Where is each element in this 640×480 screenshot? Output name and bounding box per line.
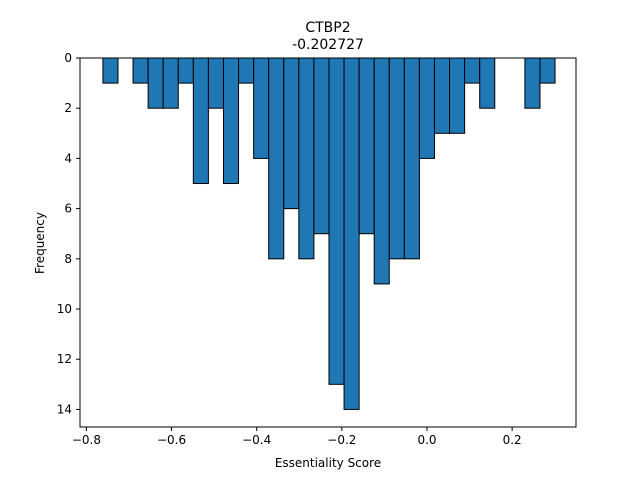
histogram-bar: [207, 57, 224, 109]
histogram-bar: [433, 57, 451, 134]
x-tick-label: 0.0: [417, 433, 436, 447]
histogram-bar: [102, 57, 119, 84]
histogram-bar: [298, 57, 315, 260]
histogram-bar: [222, 57, 240, 185]
y-tick-label: 12: [57, 352, 72, 366]
histogram-bar: [162, 57, 179, 109]
y-axis-label: Frequency: [33, 212, 47, 274]
histogram-bar: [132, 57, 149, 84]
plot-frame: [79, 57, 577, 428]
histogram-bar: [373, 57, 390, 285]
y-tick-label: 14: [57, 402, 72, 416]
histogram-bar: [403, 57, 420, 260]
y-tick-label: 0: [64, 51, 72, 65]
y-tick-label: 4: [64, 151, 72, 165]
x-tick-label: −0.6: [157, 433, 186, 447]
histogram-bar: [192, 57, 209, 185]
histogram-bar: [343, 57, 360, 410]
histogram-bar: [358, 57, 375, 235]
histogram-bar: [388, 57, 405, 260]
histogram-bar: [283, 57, 300, 210]
y-tick-label: 8: [64, 252, 72, 266]
x-tick-label: −0.8: [72, 433, 101, 447]
histogram-bar: [479, 57, 496, 109]
x-axis-ticks: −0.8 −0.6 −0.4 −0.2 0.0 0.2: [72, 427, 522, 447]
histogram-bar: [449, 57, 466, 134]
chart-title: CTBP2: [305, 20, 350, 36]
histogram-bar: [524, 57, 541, 109]
histogram-bar: [418, 57, 435, 159]
x-tick-label: 0.2: [503, 433, 522, 447]
y-tick-label: 2: [64, 101, 72, 115]
histogram-bar: [328, 57, 345, 385]
histogram-bar: [147, 57, 164, 109]
x-tick-label: −0.4: [242, 433, 271, 447]
histogram-bar: [464, 57, 481, 84]
y-tick-label: 6: [64, 202, 72, 216]
bars-group: [102, 57, 556, 410]
histogram-bar: [253, 57, 270, 159]
x-tick-label: −0.2: [327, 433, 356, 447]
histogram-bar: [268, 57, 285, 260]
histogram-bar: [238, 57, 255, 84]
chart-subtitle: -0.202727: [292, 37, 364, 53]
y-axis-ticks: 0 2 4 6 8 10 12 14: [57, 51, 80, 416]
histogram-bar: [539, 57, 556, 84]
histogram-bar: [177, 57, 194, 84]
histogram-bar: [313, 57, 330, 235]
y-tick-label: 10: [57, 302, 72, 316]
x-axis-label: Essentiality Score: [275, 456, 381, 470]
